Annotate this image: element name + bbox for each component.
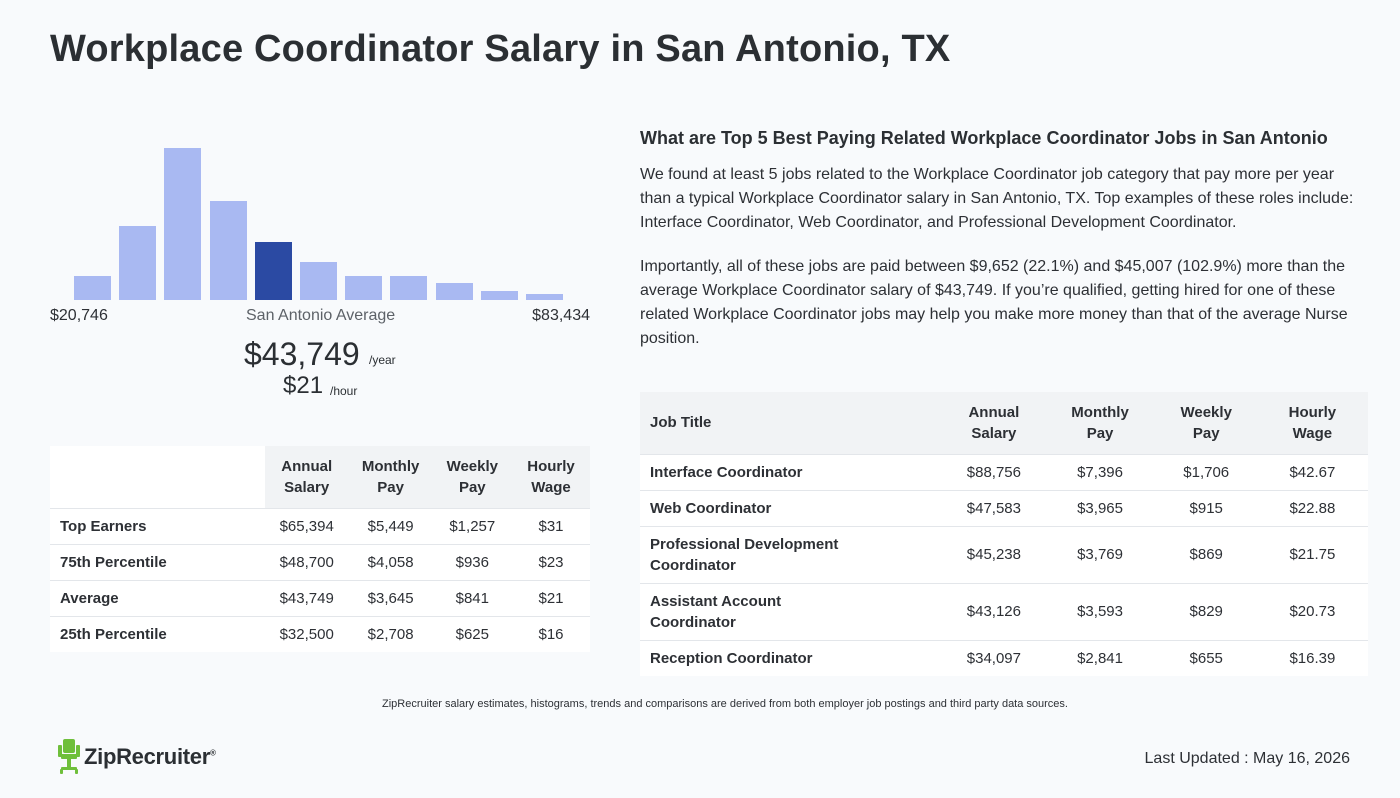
related-job-cell-hourly: $22.88 xyxy=(1256,489,1368,526)
related-job-row: Assistant Account Coordinator $43,126 $3,5… xyxy=(640,582,1368,640)
related-job-cell-annual: $45,238 xyxy=(943,525,1045,583)
histogram-bar xyxy=(390,276,428,300)
last-updated: Last Updated : May 16, 2026 xyxy=(1144,750,1350,767)
related-job-cell-weekly: $1,706 xyxy=(1155,453,1257,490)
percentile-row-label: Top Earners xyxy=(50,507,265,544)
histogram-bar xyxy=(300,262,337,300)
percentile-header-monthly: Monthly Pay xyxy=(348,446,433,508)
related-job-cell-monthly: $3,965 xyxy=(1044,489,1156,526)
percentile-row: 25th Percentile $32,500 $2,708 $625 $16 xyxy=(50,615,590,652)
related-job-cell-hourly: $21.75 xyxy=(1256,525,1368,583)
percentile-cell-monthly: $3,645 xyxy=(348,579,433,616)
average-hourly-unit: /hour xyxy=(330,384,358,398)
percentile-cell-weekly: $936 xyxy=(432,543,513,580)
average-annual-salary: $43,749 xyxy=(244,336,360,372)
percentile-row: 75th Percentile $48,700 $4,058 $936 $23 xyxy=(50,543,590,580)
related-job-title: Assistant Account Coordinator xyxy=(640,582,944,640)
average-hourly-wage: $21 xyxy=(283,372,324,399)
related-jobs-table: Job Title Annual Salary Monthly Pay Week… xyxy=(640,392,1368,676)
histogram-bar xyxy=(164,148,202,300)
histogram-bar xyxy=(345,276,383,300)
histogram-bar-average xyxy=(254,242,292,300)
related-job-cell-annual: $43,126 xyxy=(943,582,1045,640)
percentile-row: Top Earners $65,394 $5,449 $1,257 $31 xyxy=(50,507,590,544)
related-job-cell-annual: $47,583 xyxy=(943,489,1045,526)
chair-icon xyxy=(58,739,80,774)
related-job-cell-hourly: $42.67 xyxy=(1256,453,1368,490)
related-job-cell-weekly: $915 xyxy=(1155,489,1257,526)
percentile-table-header: Annual Salary Monthly Pay Weekly Pay Hou… xyxy=(50,446,590,508)
related-job-title: Web Coordinator xyxy=(640,489,944,526)
related-job-cell-weekly: $655 xyxy=(1155,639,1257,676)
salary-histogram xyxy=(50,130,590,302)
histogram-bar xyxy=(119,226,157,300)
percentile-cell-monthly: $2,708 xyxy=(348,615,433,652)
percentile-row-label: 25th Percentile xyxy=(50,615,265,652)
percentile-table: Annual Salary Monthly Pay Weekly Pay Hou… xyxy=(50,446,590,652)
histogram-bar xyxy=(526,294,563,300)
related-job-title: Reception Coordinator xyxy=(640,639,944,676)
average-annual-unit: /year xyxy=(369,353,396,367)
jobs-header-monthly: Monthly Pay xyxy=(1044,392,1156,454)
percentile-cell-annual: $43,749 xyxy=(264,579,349,616)
related-job-cell-hourly: $16.39 xyxy=(1256,639,1368,676)
related-jobs-intro: We found at least 5 jobs related to the … xyxy=(640,166,1354,231)
related-job-cell-annual: $34,097 xyxy=(943,639,1045,676)
histogram-average-caption: San Antonio Average xyxy=(246,307,396,324)
related-job-row: Web Coordinator $47,583 $3,965 $915 $22.88 xyxy=(640,489,1368,526)
percentile-header-weekly: Weekly Pay xyxy=(432,446,513,508)
percentile-cell-annual: $48,700 xyxy=(264,543,349,580)
percentile-cell-weekly: $1,257 xyxy=(432,507,513,544)
related-job-cell-monthly: $7,396 xyxy=(1044,453,1156,490)
percentile-cell-monthly: $4,058 xyxy=(348,543,433,580)
related-job-title: Interface Coordinator xyxy=(640,453,944,490)
percentile-cell-weekly: $625 xyxy=(432,615,513,652)
percentile-header-blank xyxy=(50,446,265,508)
related-job-row: Reception Coordinator $34,097 $2,841 $655 $1… xyxy=(640,639,1368,676)
related-jobs-detail: Importantly, all of these jobs are paid … xyxy=(640,258,1348,347)
related-job-cell-weekly: $829 xyxy=(1155,582,1257,640)
jobs-header-annual: Annual Salary xyxy=(943,392,1045,454)
related-job-title: Professional Development Coordinator xyxy=(640,525,944,583)
percentile-cell-hourly: $21 xyxy=(512,579,590,616)
percentile-row-label: Average xyxy=(50,579,265,616)
histogram-bar xyxy=(74,276,111,300)
related-job-row: Interface Coordinator $88,756 $7,396 $1,706… xyxy=(640,453,1368,490)
jobs-header-weekly: Weekly Pay xyxy=(1155,392,1257,454)
histogram-bar xyxy=(435,283,473,300)
histogram-bar xyxy=(480,291,518,300)
related-job-cell-hourly: $20.73 xyxy=(1256,582,1368,640)
histogram-max-label: $83,434 xyxy=(532,307,590,324)
percentile-row: Average $43,749 $3,645 $841 $21 xyxy=(50,579,590,616)
related-jobs-header: Job Title Annual Salary Monthly Pay Week… xyxy=(640,392,1368,454)
percentile-header-annual: Annual Salary xyxy=(264,446,349,508)
related-job-row: Professional Development Coordinator $45,… xyxy=(640,525,1368,583)
percentile-header-hourly: Hourly Wage xyxy=(512,446,590,508)
percentile-cell-hourly: $31 xyxy=(512,507,590,544)
percentile-row-label: 75th Percentile xyxy=(50,543,265,580)
data-source-footnote: ZipRecruiter salary estimates, histogram… xyxy=(382,698,1068,710)
related-job-cell-monthly: $3,769 xyxy=(1044,525,1156,583)
related-job-cell-weekly: $869 xyxy=(1155,525,1257,583)
related-jobs-heading: What are Top 5 Best Paying Related Workp… xyxy=(640,128,1328,148)
jobs-header-title: Job Title xyxy=(640,392,944,454)
related-job-cell-monthly: $3,593 xyxy=(1044,582,1156,640)
histogram-bar xyxy=(209,201,247,300)
percentile-cell-hourly: $23 xyxy=(512,543,590,580)
related-job-cell-annual: $88,756 xyxy=(943,453,1045,490)
histogram-min-label: $20,746 xyxy=(50,307,108,324)
percentile-cell-hourly: $16 xyxy=(512,615,590,652)
ziprecruiter-logo[interactable]: ZipRecruiter® xyxy=(58,739,216,775)
page-title: Workplace Coordinator Salary in San Anto… xyxy=(50,28,951,70)
percentile-cell-weekly: $841 xyxy=(432,579,513,616)
logo-wordmark: ZipRecruiter® xyxy=(84,744,216,769)
percentile-cell-annual: $32,500 xyxy=(264,615,349,652)
related-job-cell-monthly: $2,841 xyxy=(1044,639,1156,676)
percentile-cell-annual: $65,394 xyxy=(264,507,349,544)
percentile-cell-monthly: $5,449 xyxy=(348,507,433,544)
jobs-header-hourly: Hourly Wage xyxy=(1256,392,1368,454)
